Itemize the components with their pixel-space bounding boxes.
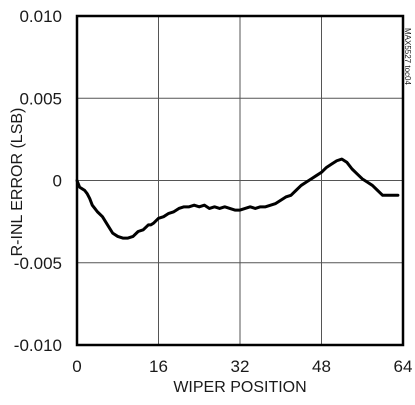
- y-tick-label: 0.010: [19, 7, 62, 26]
- x-tick-label: 16: [149, 357, 168, 376]
- grid-layer: [77, 16, 403, 345]
- x-tick-label: 32: [231, 357, 250, 376]
- x-tick-labels: 0 16 32 48 64: [72, 357, 412, 376]
- x-tick-label: 48: [312, 357, 331, 376]
- y-tick-label: -0.005: [14, 254, 62, 273]
- y-tick-label: -0.010: [14, 336, 62, 355]
- series-line: [75, 157, 400, 240]
- series-layer: [75, 157, 400, 240]
- x-tick-label: 64: [394, 357, 413, 376]
- x-tick-label: 0: [72, 357, 81, 376]
- y-axis-title: R-INL ERROR (LSB): [9, 108, 26, 257]
- y-tick-labels: 0.010 0.005 0 -0.005 -0.010: [14, 7, 62, 355]
- x-axis-title: WIPER POSITION: [173, 379, 306, 396]
- y-tick-label: 0.005: [19, 89, 62, 108]
- y-tick-label: 0: [53, 172, 62, 191]
- chart-code-label: MAX5527 toc04: [403, 28, 412, 85]
